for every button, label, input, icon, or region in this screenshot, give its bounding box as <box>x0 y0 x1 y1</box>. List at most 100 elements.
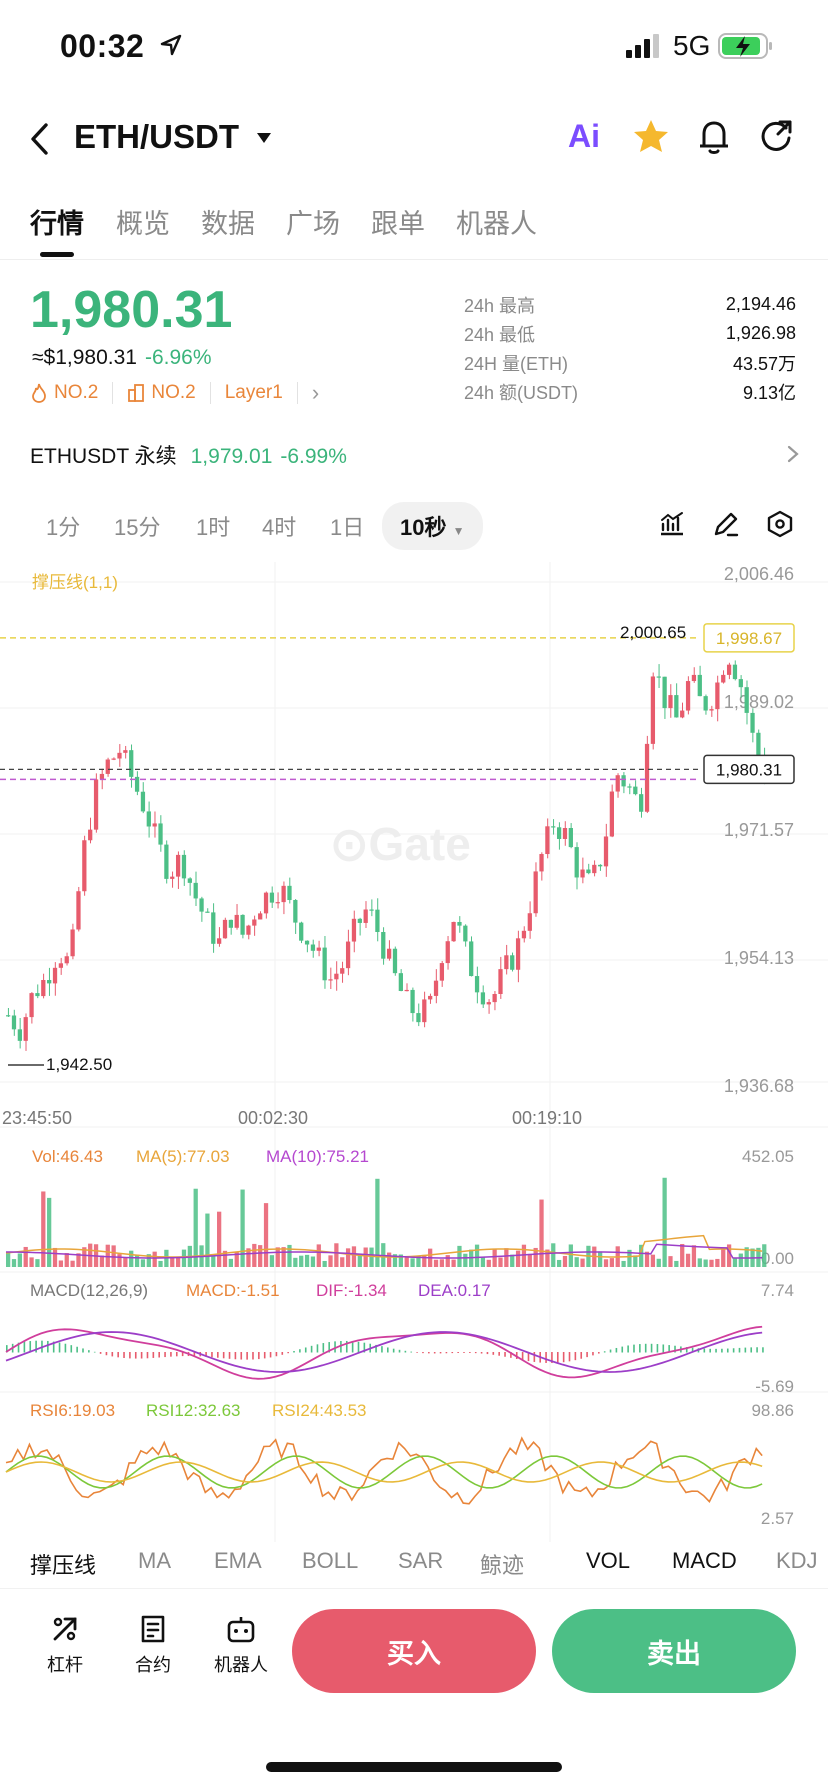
stat-value: 43.57万 <box>732 353 796 374</box>
candle-body <box>615 775 620 792</box>
macd-histogram-bar <box>662 1344 665 1353</box>
interval-4h[interactable]: 4时 <box>262 515 297 540</box>
volume-bar <box>521 1244 527 1267</box>
share-icon[interactable] <box>758 118 794 154</box>
macd-histogram-bar <box>556 1352 559 1363</box>
macd-histogram-bar <box>433 1352 436 1354</box>
volume-bar <box>281 1247 286 1267</box>
macd-histogram-bar <box>152 1352 155 1358</box>
macd-histogram-bar <box>375 1344 377 1353</box>
ai-assistant-icon[interactable]: Ai <box>568 118 600 154</box>
volume-bar <box>316 1244 321 1267</box>
macd-histogram-bar <box>750 1347 753 1353</box>
macd-histogram-bar <box>732 1348 735 1353</box>
rsi6-line <box>5 1436 763 1505</box>
tab-square[interactable]: 广场 <box>286 209 340 239</box>
candle-body <box>105 759 110 774</box>
ind-tab-kdj[interactable]: KDJ <box>776 1548 818 1573</box>
perpetual-link-row[interactable]: ETHUSDT 永续 1,979.01 -6.99% <box>30 440 800 474</box>
candle-body <box>117 752 122 759</box>
candle-body <box>193 882 198 899</box>
rank-tags[interactable]: NO.2 NO.2 Layer1 › <box>30 380 319 406</box>
ind-tab-macd[interactable]: MACD <box>672 1548 737 1573</box>
indicator-chart-icon[interactable] <box>658 510 686 538</box>
sell-button[interactable]: 卖出 <box>552 1609 796 1693</box>
volume-bar <box>375 1178 380 1267</box>
tab-copy-trading[interactable]: 跟单 <box>371 209 425 239</box>
ind-tab-ma[interactable]: MA <box>138 1548 171 1573</box>
chevron-right-icon[interactable] <box>786 444 800 464</box>
candle-body <box>480 992 486 1005</box>
tab-market[interactable]: 行情 <box>30 209 84 239</box>
draw-pencil-icon[interactable] <box>712 510 740 538</box>
candle-body <box>738 679 743 688</box>
macd-histogram-bar <box>392 1348 395 1353</box>
ind-tab-support[interactable]: 撑压线 <box>30 1553 97 1578</box>
contract-button[interactable]: 合约 <box>118 1613 188 1677</box>
volume-bar <box>633 1255 638 1267</box>
macd-histogram-bar <box>621 1346 624 1353</box>
leverage-button[interactable]: 杠杆 <box>30 1613 100 1677</box>
interval-1d[interactable]: 1日 <box>330 515 365 540</box>
volume-bar <box>64 1253 69 1267</box>
ind-tab-vol[interactable]: VOL <box>586 1548 631 1573</box>
back-arrow-icon[interactable] <box>28 122 52 156</box>
candle-body <box>281 885 286 903</box>
status-bar: 00:32 5G <box>0 0 828 96</box>
volume-bar <box>539 1199 544 1267</box>
macd-histogram-bar <box>451 1352 454 1354</box>
ind-tab-sar[interactable]: SAR <box>398 1548 444 1573</box>
macd-histogram-bar <box>181 1352 184 1357</box>
ind-tab-whale[interactable]: 鲸迹 <box>480 1553 525 1578</box>
pair-title[interactable]: ETH/USDT <box>74 118 239 155</box>
interval-15m[interactable]: 15分 <box>114 515 161 540</box>
tab-bots[interactable]: 机器人 <box>456 209 537 239</box>
tag-category[interactable]: Layer1 <box>225 382 298 404</box>
candle-body <box>35 993 40 997</box>
candlestick-chart[interactable]: ⊙Gate 撑压线(1,1) 2,006.461,989.021,971.571… <box>0 562 828 1552</box>
settings-hexagon-icon[interactable] <box>766 510 794 538</box>
volume-bar <box>111 1245 116 1267</box>
ind-tab-boll[interactable]: BOLL <box>302 1548 359 1573</box>
candle-body <box>756 732 761 756</box>
macd-histogram-bar <box>574 1352 577 1361</box>
price-chart[interactable]: ⊙Gate 撑压线(1,1) 2,006.46 1,989.02 1,971.57 1… <box>0 562 828 1552</box>
volume-bar <box>674 1260 679 1267</box>
volume-panel: Vol:46.43 MA(5):77.03 MA(10):75.21 452.05 0.… <box>5 1147 794 1268</box>
macd-histogram-bar <box>428 1352 430 1354</box>
buy-button[interactable]: 买入 <box>292 1609 536 1693</box>
volume-bar <box>404 1256 409 1267</box>
bell-alert-icon[interactable] <box>696 118 732 156</box>
macd-histogram-bar <box>633 1344 635 1353</box>
candle-body <box>41 979 46 997</box>
tag-hot-rank[interactable]: NO.2 <box>30 382 114 404</box>
volume-bar <box>47 1197 52 1267</box>
interval-10s[interactable]: 10秒 ▼ <box>382 502 483 550</box>
ind-tab-ema[interactable]: EMA <box>214 1548 262 1573</box>
macd-histogram-bar <box>469 1352 471 1353</box>
volume-bar <box>222 1250 228 1267</box>
caret-down-icon[interactable] <box>256 132 272 144</box>
home-indicator <box>266 1762 562 1772</box>
interval-1h[interactable]: 1时 <box>196 515 231 540</box>
candle-body <box>93 779 99 830</box>
interval-1m[interactable]: 1分 <box>46 515 81 540</box>
robot-button[interactable]: 机器人 <box>206 1613 276 1677</box>
low-price-marker: 1,942.50 <box>46 1055 112 1074</box>
tab-overview[interactable]: 概览 <box>116 209 170 239</box>
volume-bar <box>598 1251 603 1267</box>
tag-cap-rank[interactable]: NO.2 <box>127 382 211 404</box>
candle-body <box>181 854 187 879</box>
macd-value-label: MACD:-1.51 <box>186 1281 280 1300</box>
volume-bar <box>609 1258 614 1267</box>
favorite-star-icon[interactable] <box>632 118 670 156</box>
candle-body <box>293 900 298 923</box>
chevron-right-icon[interactable]: › <box>311 380 320 405</box>
tab-data[interactable]: 数据 <box>201 209 255 239</box>
candle-body <box>88 829 93 841</box>
rsi-min-label: 2.57 <box>761 1509 794 1528</box>
high-price-marker: 2,000.65 <box>620 623 686 642</box>
macd-max-label: 7.74 <box>761 1281 794 1300</box>
candle-body <box>515 938 521 970</box>
macd-histogram-bar <box>721 1348 723 1353</box>
